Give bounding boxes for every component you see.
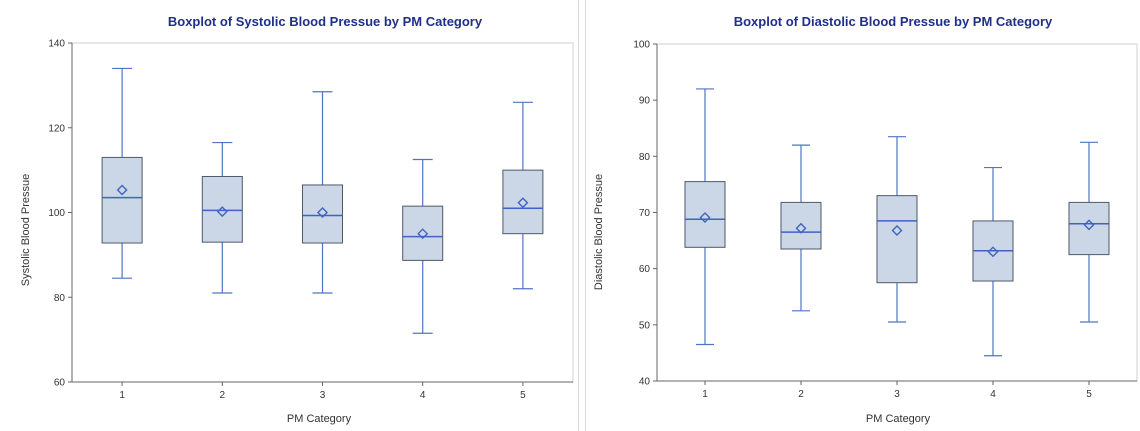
x-tick-label: 5	[1086, 389, 1092, 400]
chart-panel-systolic: Boxplot of Systolic Blood Pressue by PM …	[20, 0, 579, 431]
mean-marker	[1083, 219, 1095, 231]
y-tick-label: 50	[639, 320, 651, 331]
x-tick-label: 1	[119, 390, 125, 401]
x-tick-label: 3	[320, 390, 326, 401]
y-tick-label: 100	[633, 40, 650, 51]
box-iqr	[101, 156, 143, 244]
x-axis-label: PM Category	[287, 413, 352, 425]
boxplot-systolic-chart: Boxplot of Systolic Blood Pressue by PM …	[20, 14, 574, 425]
y-tick-label: 90	[639, 96, 651, 107]
x-tick-label: 4	[990, 389, 996, 400]
boxplot-diastolic-chart: Boxplot of Diastolic Blood Pressue by PM…	[593, 14, 1138, 425]
box-iqr	[302, 184, 343, 244]
mean-marker	[417, 228, 429, 240]
x-tick-label: 5	[520, 390, 526, 401]
mean-marker	[517, 197, 529, 209]
mean-marker	[795, 222, 807, 234]
y-tick-label: 40	[639, 377, 651, 388]
mean-marker	[116, 184, 128, 196]
box-iqr	[780, 201, 822, 250]
chart-title: Boxplot of Diastolic Blood Pressue by PM…	[734, 14, 1053, 29]
x-tick-label: 4	[420, 390, 426, 401]
box-iqr	[502, 169, 544, 235]
box-iqr	[1068, 201, 1110, 256]
y-tick-label: 80	[639, 152, 651, 163]
y-tick-label: 70	[639, 208, 651, 219]
mean-marker	[216, 206, 228, 218]
y-tick-label: 140	[48, 39, 65, 50]
box-iqr	[684, 181, 726, 248]
box-iqr	[201, 175, 243, 243]
y-tick-label: 120	[48, 123, 65, 134]
y-tick-label: 60	[639, 264, 651, 275]
x-tick-label: 3	[894, 389, 900, 400]
y-axis-label: Systolic Blood Pressue	[20, 174, 32, 287]
x-axis-label: PM Category	[866, 413, 931, 425]
x-tick-label: 1	[702, 389, 708, 400]
mean-marker	[987, 246, 999, 258]
y-tick-label: 100	[48, 208, 65, 219]
y-axis-label: Diastolic Blood Pressue	[593, 174, 605, 290]
x-tick-label: 2	[798, 389, 804, 400]
mean-marker	[891, 224, 903, 236]
y-tick-label: 80	[54, 293, 66, 304]
y-tick-label: 60	[54, 378, 66, 389]
box-iqr	[402, 205, 444, 261]
mean-marker	[699, 212, 711, 224]
chart-title: Boxplot of Systolic Blood Pressue by PM …	[168, 14, 483, 29]
box-iqr	[876, 195, 918, 284]
mean-marker	[317, 207, 328, 218]
chart-panel-diastolic: Boxplot of Diastolic Blood Pressue by PM…	[585, 0, 1140, 431]
x-tick-label: 2	[220, 390, 226, 401]
